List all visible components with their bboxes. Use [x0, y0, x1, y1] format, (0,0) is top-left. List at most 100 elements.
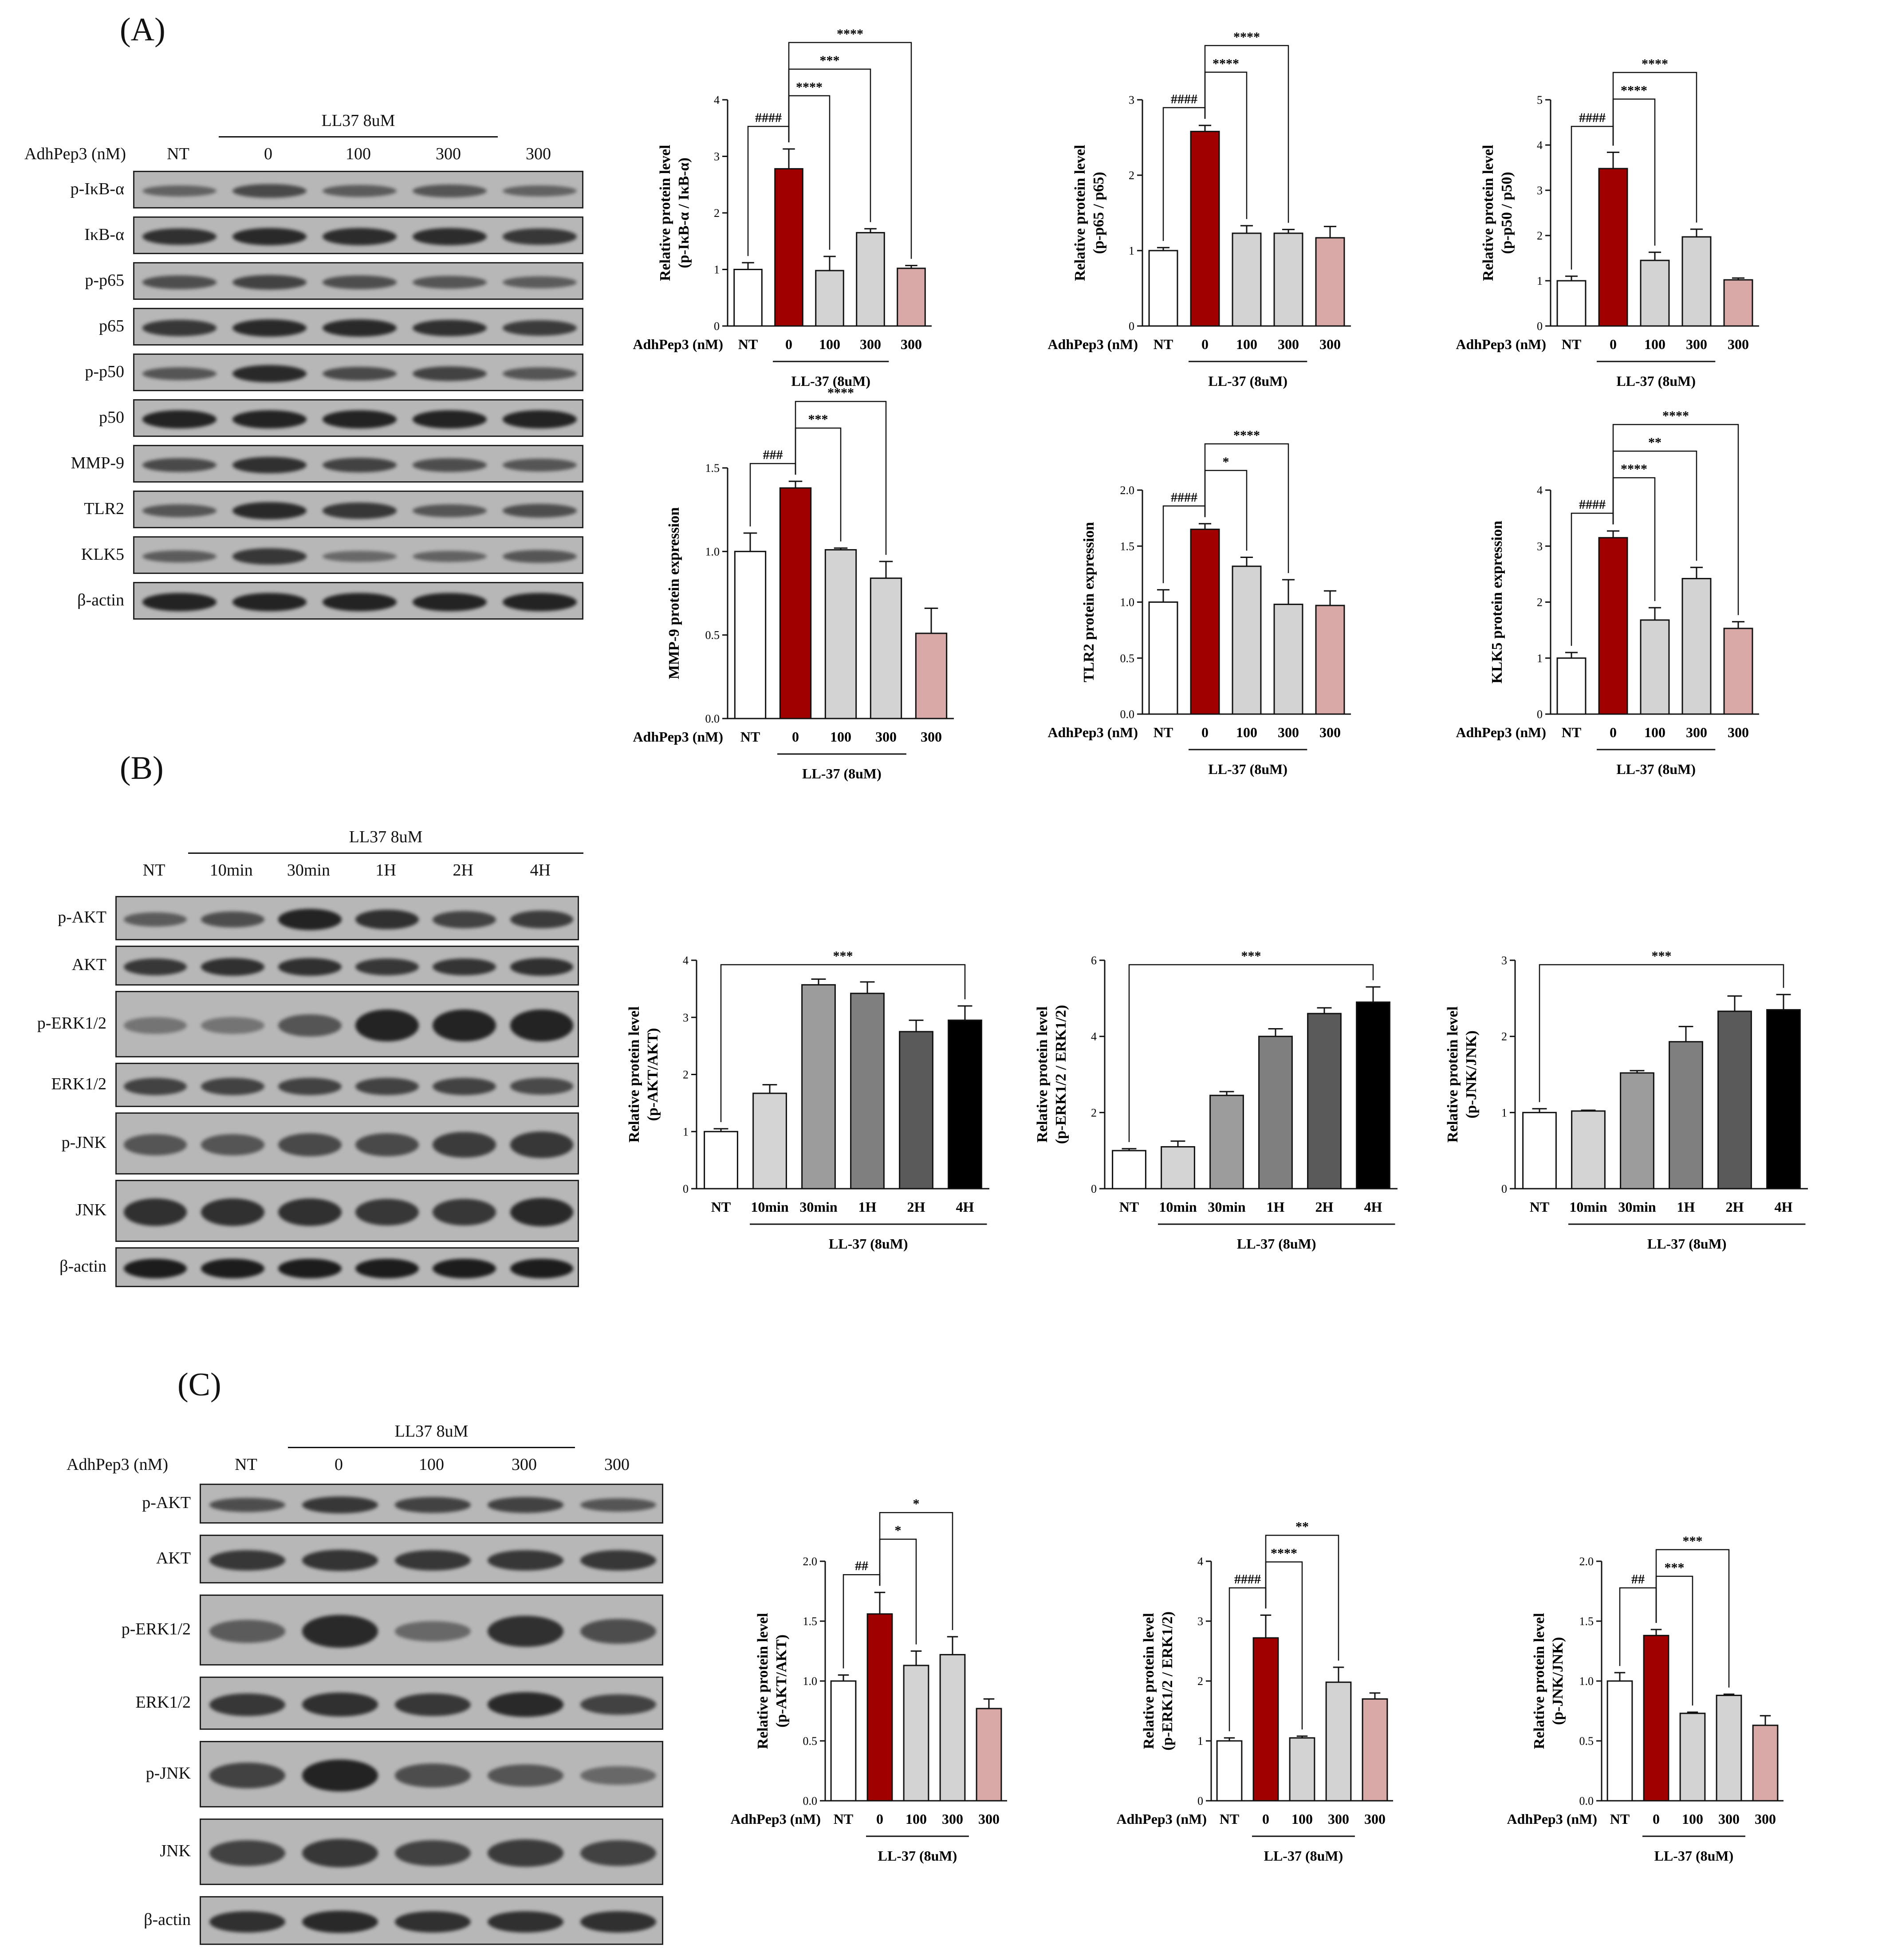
blot-row-header: AdhPep3 (nM)	[24, 145, 126, 163]
significance-label: ####	[1171, 490, 1197, 505]
y-tick-label: 0	[1501, 1182, 1507, 1195]
significance-bracket	[1612, 72, 1697, 223]
blot-band	[278, 1258, 342, 1279]
y-tick-label: 1.0	[803, 1675, 818, 1688]
y-tick-label: 6	[1091, 954, 1097, 967]
significance-bracket	[1539, 964, 1784, 1102]
y-axis-label: Relative protein level	[755, 1613, 771, 1749]
blot-band	[201, 1134, 264, 1155]
y-tick-label: 0	[714, 320, 720, 333]
x-tick-label: 300	[1328, 1811, 1349, 1827]
bar	[1232, 566, 1262, 715]
blot-band	[142, 593, 217, 611]
blot-column-label: NT	[235, 1455, 257, 1474]
bar	[1148, 250, 1178, 327]
blot-band	[232, 275, 307, 290]
y-axis-label-2: (p-ERK1/2 / ERK1/2)	[1159, 1611, 1176, 1751]
y-tick-label: 2	[1537, 229, 1543, 242]
x-tick-label: 300	[921, 729, 942, 745]
blot-band	[510, 958, 574, 976]
bar	[1620, 1072, 1654, 1190]
x-tick-label: 100	[819, 336, 840, 352]
significance-label: ####	[755, 110, 782, 125]
chart: 0.0 0.5 1.0 1.5 MMP-9 protein expression NT 0 1…	[633, 385, 954, 782]
y-tick-label: 2.0	[1579, 1555, 1594, 1568]
bar	[704, 1131, 738, 1190]
blot-band	[503, 185, 577, 197]
x-tick-label: NT	[1154, 724, 1173, 740]
y-tick-label: 2	[1537, 596, 1543, 609]
blot-lane-label: p50	[99, 408, 124, 427]
y-tick-label: 3	[714, 150, 720, 163]
blot-band	[503, 550, 577, 563]
blot-band	[413, 276, 487, 289]
blot-band	[123, 1017, 187, 1034]
x-tick-label: 0	[785, 336, 792, 352]
significance-bracket	[795, 401, 887, 555]
x-tick-label: 300	[1319, 336, 1341, 352]
y-tick-label: 1.5	[803, 1615, 818, 1628]
blot-lane-label: AKT	[71, 955, 106, 974]
significance-bracket	[1655, 1549, 1730, 1688]
chart: 0 1 2 3 4 Relative protein level (p-IκB-α / Iκ…	[633, 27, 932, 389]
y-axis-label-2: (p-IκB-α / IκB-α)	[676, 157, 692, 268]
chart: 0 1 2 3 Relative protein level (p-JNK/JNK) NT 1…	[1445, 949, 1808, 1252]
blot-band	[302, 1760, 378, 1791]
blot-band	[433, 958, 496, 976]
blot-band-strip	[115, 1180, 579, 1242]
y-axis-label-2: (p-p50 / p50)	[1499, 172, 1515, 254]
blot-band	[123, 1077, 187, 1095]
y-axis-label: Relative protein level	[1141, 1613, 1157, 1749]
x-prefix-label: AdhPep3 (nM)	[1047, 336, 1138, 352]
blot-band	[201, 1077, 264, 1095]
y-tick-label: 0	[683, 1182, 689, 1195]
y-tick-label: 0.5	[1579, 1735, 1594, 1748]
significance-label: ***	[1241, 949, 1261, 963]
blot-band	[394, 1840, 471, 1866]
bar	[1752, 1724, 1779, 1802]
blot-lane-label: TLR2	[84, 499, 124, 518]
blot-band	[433, 1199, 496, 1225]
bar	[752, 1092, 787, 1190]
y-tick-label: 1.0	[705, 545, 720, 558]
bar	[1643, 1634, 1669, 1802]
x-tick-label: 0	[1262, 1811, 1269, 1827]
blot-lane-label: JNK	[75, 1201, 106, 1219]
bar	[774, 168, 803, 327]
significance-label: ****	[837, 27, 863, 41]
blot-band	[302, 1693, 378, 1716]
blot-band	[355, 1077, 419, 1095]
bar	[1723, 628, 1753, 715]
y-tick-label: 4	[683, 954, 689, 967]
x-tick-label: 300	[942, 1811, 963, 1827]
significance-bracket	[1204, 45, 1289, 223]
y-tick-label: 4	[714, 94, 720, 106]
blot-band	[302, 1550, 378, 1571]
blot-band	[142, 185, 217, 197]
significance-bracket	[1128, 964, 1374, 1142]
x-tick-label: 0	[1201, 336, 1209, 352]
blot-band	[278, 1014, 342, 1037]
y-tick-label: 4	[1537, 484, 1543, 497]
x-tick-label: 0	[1610, 336, 1617, 352]
blot-band	[302, 1910, 378, 1933]
panel-label-c: (C)	[177, 1367, 221, 1403]
blot-band	[323, 410, 397, 428]
x-tick-label: 0	[1201, 724, 1209, 740]
blot-lane-label: ERK1/2	[51, 1075, 106, 1093]
blot-band-strip	[115, 1247, 579, 1287]
y-axis-label: TLR2 protein expression	[1081, 522, 1097, 683]
significance-label: ####	[1579, 497, 1606, 512]
y-tick-label: 0.5	[803, 1735, 818, 1748]
bar	[1307, 1013, 1342, 1190]
blot-band	[323, 185, 397, 197]
group-label: LL-37 (8uM)	[1264, 1848, 1343, 1864]
group-label: LL-37 (8uM)	[1616, 373, 1696, 389]
blot-band-strip	[200, 1741, 663, 1807]
x-tick-label: NT	[834, 1811, 853, 1827]
y-tick-label: 0.0	[1120, 708, 1135, 721]
bar	[1325, 1681, 1352, 1802]
bar	[1148, 601, 1178, 715]
blot-band-strip	[133, 582, 583, 620]
x-tick-label: 100	[1644, 724, 1665, 740]
